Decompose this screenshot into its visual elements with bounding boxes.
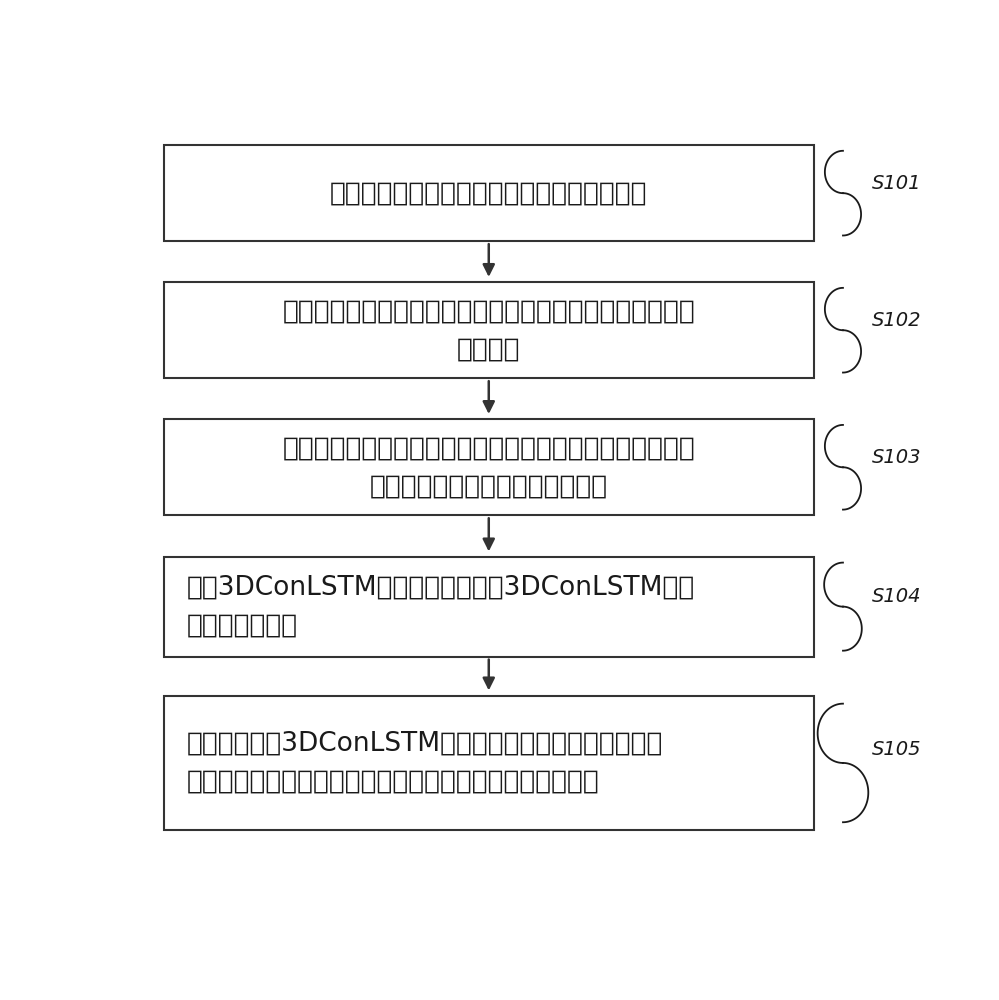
Text: 通过训练好的3DConLSTM神经网络，输入航空发动机传感
器的实时数据，获取输出结果，完成剩余使用寿命的预测。: 通过训练好的3DConLSTM神经网络，输入航空发动机传感 器的实时数据，获取输… [187, 731, 663, 795]
Text: S101: S101 [872, 174, 921, 193]
Text: S102: S102 [872, 311, 921, 330]
Text: S105: S105 [872, 740, 921, 759]
Bar [164, 696, 814, 830]
Bar [164, 557, 814, 657]
Text: 搭勺3DConLSTM神经网络，对所述3DConLSTM神经
网络进行训练；: 搭勺3DConLSTM神经网络，对所述3DConLSTM神经 网络进行训练； [187, 575, 695, 639]
Text: 对航空发动机传感器的原始数据进行预处理；: 对航空发动机传感器的原始数据进行预处理； [330, 180, 647, 206]
Text: S103: S103 [872, 448, 921, 467]
Bar [164, 282, 814, 378]
Bar [164, 419, 814, 515]
Text: 对预处理后的原始数据，利用连续小波变换得到相应的时频
域数据；: 对预处理后的原始数据，利用连续小波变换得到相应的时频 域数据； [283, 298, 695, 362]
Bar [164, 145, 814, 241]
Text: 根据预处理后的原始数据以及变换后得到的时频域数据，构
建滑动窗口以及预测模型的输入；: 根据预处理后的原始数据以及变换后得到的时频域数据，构 建滑动窗口以及预测模型的输… [283, 435, 695, 499]
Text: S104: S104 [872, 587, 921, 606]
